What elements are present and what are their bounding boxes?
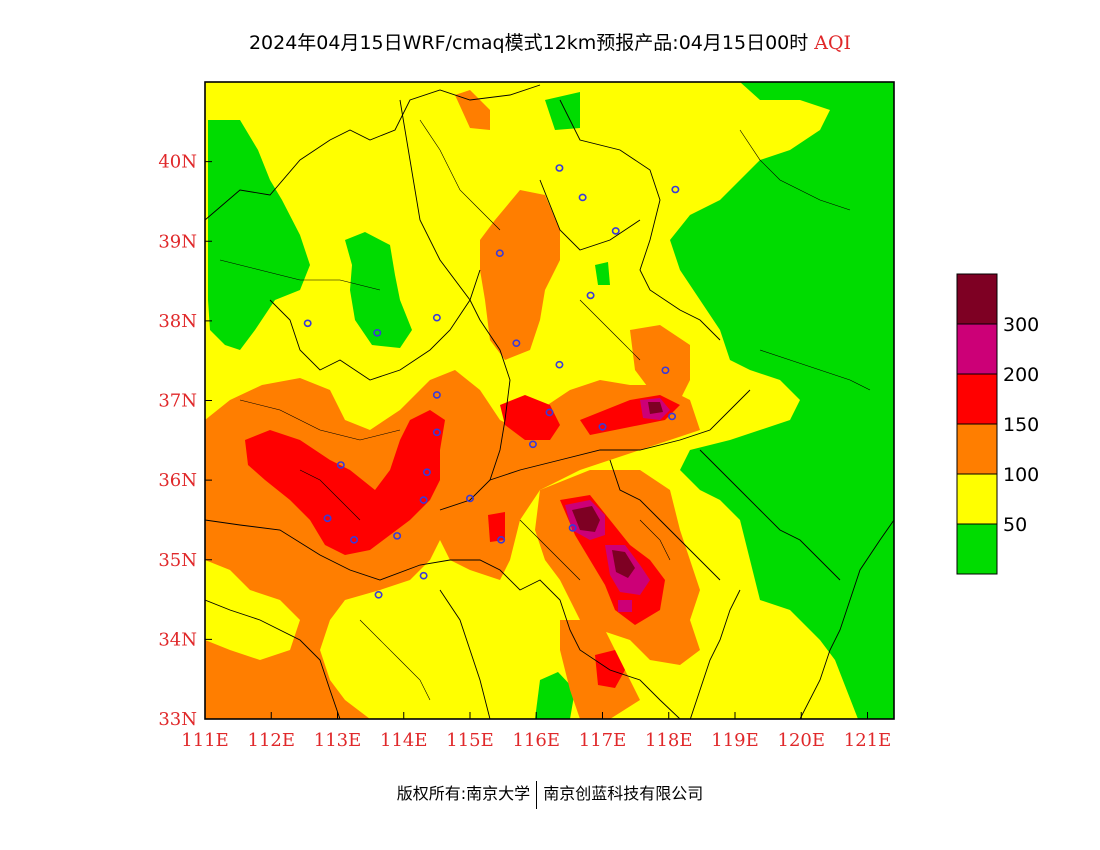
legend-color-box <box>956 423 998 475</box>
orange-area-east <box>630 325 690 400</box>
legend-color-box <box>956 473 998 525</box>
x-tick-label: 118E <box>645 730 693 751</box>
aqi-legend: 50 100 150 200 300 <box>956 273 1039 575</box>
station-marker <box>578 193 587 202</box>
x-tick-label: 119E <box>711 730 759 751</box>
y-tick-label: 39N <box>158 231 197 252</box>
station-marker <box>555 360 564 369</box>
map-title: 2024年04月15日WRF/cmaq模式12km预报产品:04月15日00时 A… <box>0 28 1100 55</box>
red-area-south <box>595 650 625 688</box>
station-marker <box>373 329 382 337</box>
company-text: 南京创蓝科技有限公司 <box>543 784 704 803</box>
darkred-area-2 <box>612 550 635 578</box>
station-marker <box>668 412 677 421</box>
x-tick-label: 117E <box>579 730 627 751</box>
station-marker <box>422 468 431 476</box>
y-tick-label: 37N <box>158 391 197 412</box>
station-marker <box>568 524 577 532</box>
x-tick-label: 115E <box>446 730 494 751</box>
legend-label: 50 <box>1003 514 1027 536</box>
aqi-darkred-areas <box>572 402 663 578</box>
aqi-green-areas <box>208 82 894 719</box>
station-marker <box>512 339 521 347</box>
y-tick-label: 36N <box>158 470 197 491</box>
orange-area-west <box>205 370 700 719</box>
station-marker <box>555 164 564 172</box>
legend-color-box <box>956 323 998 375</box>
station-marker <box>598 422 607 431</box>
station-marker <box>528 440 537 449</box>
x-tick-label: 116E <box>513 730 561 751</box>
legend-label: 150 <box>1003 414 1039 436</box>
county-boundaries <box>219 119 871 701</box>
map-axes: 111E 112E 113E 114E 115E 116E 117E 118E 119E 120E… <box>158 152 891 751</box>
red-area-west-band <box>245 410 445 555</box>
station-marker <box>671 185 680 194</box>
station-marker <box>497 536 506 544</box>
red-area-small <box>488 512 505 542</box>
orange-area-north-plume <box>480 190 560 360</box>
monitoring-stations <box>303 164 680 599</box>
station-marker <box>419 496 428 504</box>
legend-color-box <box>956 523 998 575</box>
footer-separator <box>536 780 538 809</box>
green-area-east-sea <box>670 82 894 719</box>
station-marker <box>586 291 595 300</box>
station-marker <box>432 391 441 399</box>
x-tick-label: 114E <box>380 730 428 751</box>
x-tick-label: 111E <box>181 730 229 751</box>
station-marker <box>611 227 620 235</box>
y-tick-label: 38N <box>158 311 197 332</box>
x-tick-label: 121E <box>844 730 892 751</box>
station-marker <box>495 249 504 257</box>
station-marker <box>350 536 359 544</box>
station-marker <box>545 408 554 417</box>
darkred-area-1 <box>572 506 600 532</box>
station-marker <box>432 313 441 322</box>
y-tick-label: 33N <box>158 709 197 730</box>
title-text: 2024年04月15日WRF/cmaq模式12km预报产品:04月15日00时 <box>248 32 809 54</box>
x-tick-label: 120E <box>778 730 826 751</box>
station-marker <box>419 571 428 580</box>
station-marker <box>465 494 474 503</box>
title-variable: AQI <box>814 32 852 54</box>
aqi-contour-field <box>205 82 894 719</box>
province-boundaries <box>205 84 894 719</box>
station-marker <box>393 532 402 540</box>
green-area-west-mountains <box>208 120 310 350</box>
station-marker <box>323 514 332 523</box>
darkred-area-3 <box>648 402 663 414</box>
legend-color-box <box>956 373 998 425</box>
station-marker <box>661 366 670 375</box>
legend-color-box <box>956 273 998 325</box>
x-tick-label: 112E <box>248 730 296 751</box>
orange-area-small <box>455 90 490 130</box>
green-area-north <box>545 92 580 130</box>
x-tick-label: 113E <box>314 730 362 751</box>
green-area-small <box>595 262 610 285</box>
purple-area-4 <box>618 600 632 612</box>
station-marker <box>374 590 383 599</box>
y-tick-label: 40N <box>158 152 197 173</box>
legend-label: 300 <box>1003 314 1039 336</box>
station-marker <box>303 319 312 328</box>
station-marker <box>432 428 441 437</box>
copyright-text: 版权所有:南京大学 <box>396 784 531 803</box>
y-tick-label: 35N <box>158 550 197 571</box>
station-marker <box>336 461 345 469</box>
legend-label: 200 <box>1003 364 1039 386</box>
green-area-taihang <box>345 232 412 348</box>
green-area-south <box>535 672 575 719</box>
y-tick-label: 34N <box>158 629 197 650</box>
copyright-footer: 版权所有:南京大学 南京创蓝科技有限公司 <box>0 780 1100 809</box>
legend-label: 100 <box>1003 464 1039 486</box>
red-area-central <box>500 395 560 440</box>
